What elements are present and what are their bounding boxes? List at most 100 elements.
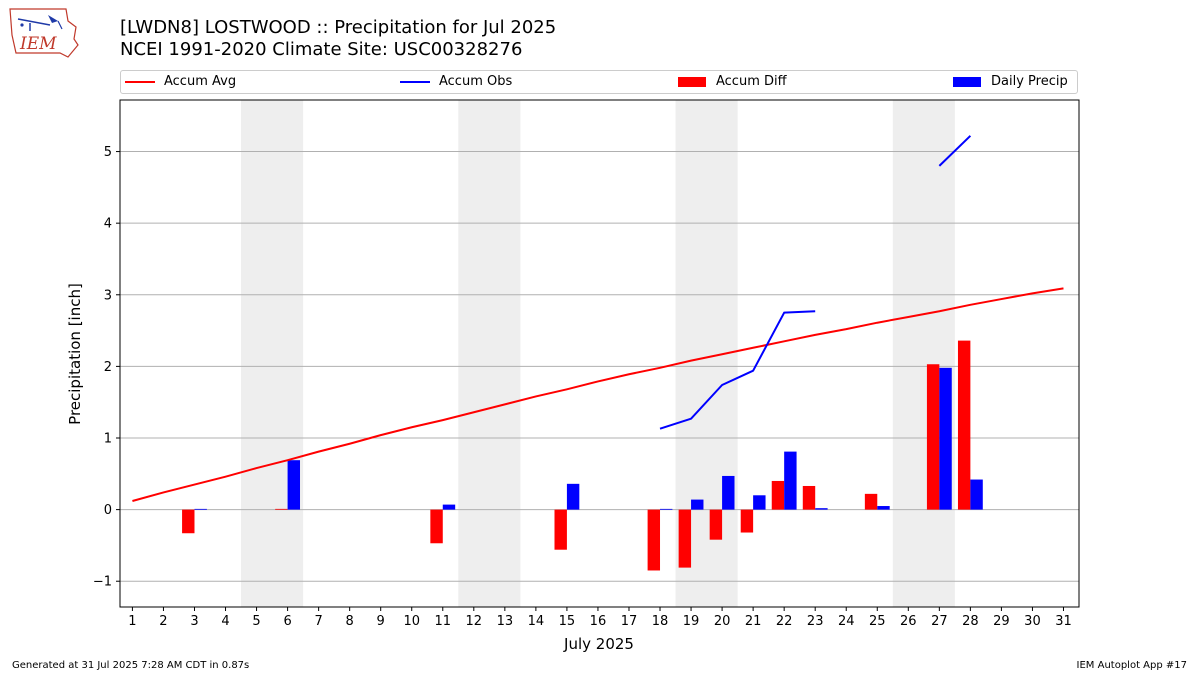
y-tick-label: 0 (104, 503, 112, 518)
x-tick-label: 11 (434, 614, 451, 629)
daily-precip-bar (691, 499, 704, 510)
legend-swatch (125, 80, 155, 83)
x-tick-label: 7 (314, 614, 322, 629)
x-tick-label: 4 (221, 614, 229, 629)
x-tick-label: 31 (1055, 614, 1072, 629)
weather-station-icon (17, 15, 63, 31)
legend-swatch (678, 76, 706, 87)
gridlines (120, 151, 1079, 582)
x-tick-label: 26 (900, 614, 917, 629)
x-tick-label: 18 (652, 614, 669, 629)
accum-diff-bar (771, 480, 785, 510)
legend-item-accum-avg: Accum Avg (125, 74, 236, 89)
weekend-band (892, 100, 955, 607)
daily-precip-bar (566, 483, 580, 510)
daily-precip-bar (287, 460, 301, 510)
iem-logo: IEM (9, 8, 79, 58)
generated-note: Generated at 31 Jul 2025 7:28 AM CDT in … (12, 660, 250, 671)
daily-precip-bar (660, 508, 673, 510)
chart-title: [LWDN8] LOSTWOOD :: Precipitation for Ju… (120, 17, 557, 38)
x-tick-label: 21 (745, 614, 762, 629)
x-axis-label: July 2025 (563, 635, 634, 653)
weekend-bands (241, 100, 955, 607)
x-tick-label: 25 (869, 614, 886, 629)
x-tick-label: 22 (776, 614, 793, 629)
x-tick-label: 27 (931, 614, 948, 629)
daily-precip-bar (877, 506, 890, 510)
lines (132, 135, 1064, 502)
legend-swatch (953, 76, 981, 87)
accum-avg-line (132, 287, 1064, 502)
y-tick-label: 2 (104, 360, 112, 375)
legend-label: Accum Diff (716, 74, 787, 89)
x-tick-label: 28 (962, 614, 979, 629)
legend-swatch (400, 80, 430, 83)
x-tick-label: 9 (377, 614, 385, 629)
x-tick-label: 13 (497, 614, 514, 629)
daily-precip-bar (442, 504, 456, 510)
x-tick-label: 10 (403, 614, 420, 629)
chart-subtitle: NCEI 1991-2020 Climate Site: USC00328276 (120, 39, 523, 60)
x-tick-label: 3 (190, 614, 198, 629)
x-tick-label: 30 (1024, 614, 1041, 629)
x-tick-label: 12 (466, 614, 483, 629)
y-tick-label: 5 (104, 145, 112, 160)
bars (182, 340, 983, 571)
accum-diff-bar (709, 509, 723, 540)
accum-diff-bar (957, 340, 971, 510)
weekend-band (241, 100, 304, 607)
daily-precip-bar (194, 508, 207, 510)
x-tick-label: 8 (346, 614, 354, 629)
x-tick-label: 19 (683, 614, 700, 629)
accum-diff-bar (647, 509, 661, 571)
accum-diff-bar (430, 509, 443, 544)
y-tick-label: 4 (104, 217, 112, 232)
legend-label: Daily Precip (991, 74, 1068, 89)
x-tick-label: 20 (714, 614, 731, 629)
legend-item-daily-precip: Daily Precip (953, 74, 1068, 89)
accum-diff-bar (864, 493, 878, 510)
accum-obs-line (659, 310, 816, 430)
x-axis: 1 2 3 4 5 6 7 8 9 10 11 12 13 14 15 16 17 18 19 20 21 22 23 24 2… (128, 607, 1072, 629)
x-tick-label: 29 (993, 614, 1010, 629)
accum-diff-bar (802, 485, 816, 510)
x-tick-label: 2 (159, 614, 167, 629)
x-tick-label: 5 (252, 614, 260, 629)
x-tick-label: 6 (283, 614, 291, 629)
accum-diff-bar (678, 509, 692, 568)
legend-item-accum-diff: Accum Diff (678, 74, 787, 89)
daily-precip-bar (815, 508, 828, 510)
accum-obs-line (938, 135, 972, 167)
x-tick-label: 24 (838, 614, 855, 629)
daily-precip-bar (970, 479, 983, 510)
accum-diff-bar (275, 508, 288, 510)
y-axis: −1 0 1 2 3 4 5 (93, 145, 120, 590)
legend-label: Accum Avg (164, 74, 237, 89)
daily-precip-bar (939, 367, 952, 510)
daily-precip-bar (784, 451, 797, 510)
y-axis-label: Precipitation [inch] (66, 283, 84, 425)
x-tick-label: 23 (807, 614, 824, 629)
accum-diff-bar (554, 509, 567, 550)
y-tick-label: −1 (93, 575, 112, 590)
y-tick-label: 1 (104, 432, 112, 447)
legend-item-accum-obs: Accum Obs (400, 74, 512, 89)
x-tick-label: 16 (590, 614, 607, 629)
x-tick-label: 14 (528, 614, 545, 629)
accum-diff-bar (182, 509, 195, 534)
legend-label: Accum Obs (439, 74, 513, 89)
app-note: IEM Autoplot App #17 (1076, 660, 1187, 671)
daily-precip-bar (753, 495, 766, 510)
legend: Accum Avg Accum Obs Accum Diff Daily Pre… (120, 70, 1078, 94)
weekend-band (458, 100, 521, 607)
x-tick-label: 1 (128, 614, 136, 629)
logo-text: IEM (19, 34, 57, 54)
plot-frame (119, 99, 1080, 608)
daily-precip-bar (722, 475, 735, 510)
x-tick-label: 15 (559, 614, 576, 629)
x-tick-label: 17 (621, 614, 638, 629)
y-tick-label: 3 (104, 288, 112, 303)
accum-diff-bar (926, 364, 940, 510)
accum-diff-bar (740, 509, 754, 533)
